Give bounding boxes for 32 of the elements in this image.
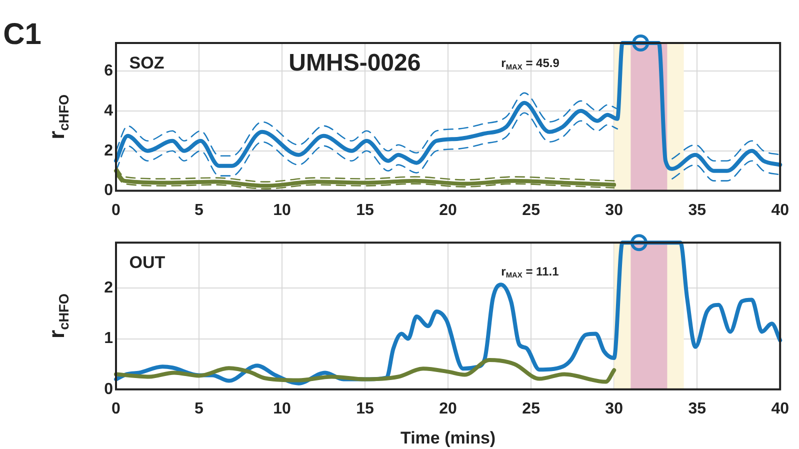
x-axis-title: Time (mins) [400,428,496,448]
y-tick-label: 0 [104,380,114,398]
line-series [114,168,616,188]
x-tick-label: 15 [356,202,374,219]
x-tick-label: 30 [605,202,624,219]
y-tick-label: 4 [104,102,114,120]
x-tick-label: 5 [194,202,204,219]
x-tick-label: 25 [522,202,540,219]
line-series [114,358,616,384]
annotation: UMHS-0026 [288,49,421,76]
x-tick-label: 30 [605,400,624,418]
y-axis-title: rcHFO [44,293,72,338]
x-tick-label: 40 [771,400,790,418]
x-tick-label: 40 [771,202,790,219]
x-tick-label: 5 [194,400,204,418]
y-tick-label: 1 [104,330,114,348]
x-tick-label: 35 [688,202,706,219]
x-tick-label: 35 [688,400,706,418]
x-tick-label: 10 [273,202,292,219]
y-tick-label: 2 [104,142,114,160]
x-tick-label: 25 [522,400,540,418]
y-axis-title: rcHFO [44,94,72,140]
text: C1 [3,18,42,51]
y-tick-label: 2 [104,280,114,297]
y-tick-label: 6 [104,62,114,80]
x-tick-label: 20 [439,202,458,219]
annotation: SOZ [129,53,164,72]
x-tick-label: 15 [356,400,374,418]
annotation: OUT [129,252,166,272]
y-tick-label: 0 [104,182,114,200]
x-tick-label: 10 [273,400,292,418]
x-tick-label: 20 [439,400,458,418]
